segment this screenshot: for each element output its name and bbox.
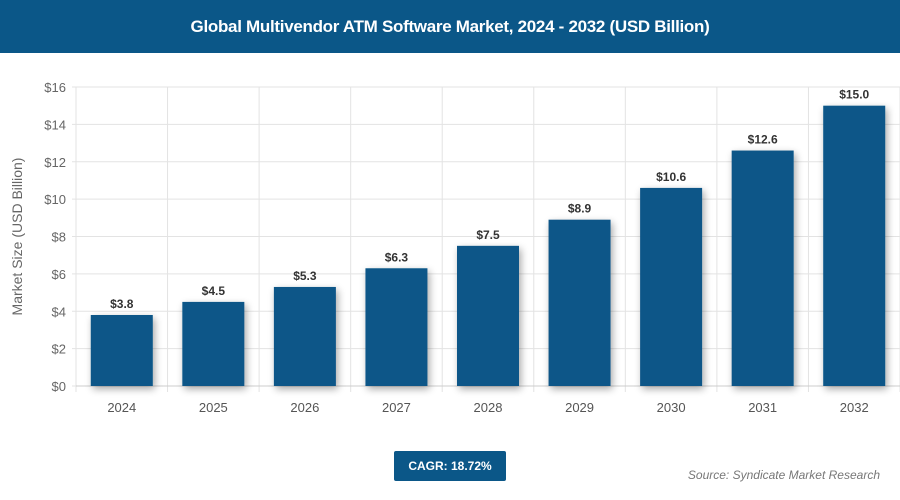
bar-2029 bbox=[548, 219, 611, 386]
cagr-badge: CAGR: 18.72% bbox=[394, 451, 506, 481]
x-tick-label: 2027 bbox=[382, 400, 411, 415]
data-label: $10.6 bbox=[656, 170, 686, 184]
y-axis-title: Market Size (USD Billion) bbox=[9, 158, 25, 316]
x-tick-label: 2029 bbox=[565, 400, 594, 415]
data-label: $12.6 bbox=[748, 133, 778, 147]
data-label: $15.0 bbox=[839, 88, 869, 102]
y-tick-label: $4 bbox=[52, 304, 66, 319]
data-label: $3.8 bbox=[110, 297, 134, 311]
bar-2031 bbox=[731, 150, 794, 386]
y-tick-label: $10 bbox=[44, 192, 66, 207]
x-tick-label: 2030 bbox=[657, 400, 686, 415]
bar-2026 bbox=[273, 286, 336, 386]
bar-2024 bbox=[90, 314, 153, 386]
data-label: $7.5 bbox=[476, 228, 500, 242]
data-label: $8.9 bbox=[568, 202, 592, 216]
y-tick-label: $12 bbox=[44, 155, 66, 170]
y-tick-label: $14 bbox=[44, 117, 66, 132]
bar-2028 bbox=[457, 245, 519, 386]
bar-2030 bbox=[640, 187, 703, 386]
x-tick-label: 2028 bbox=[474, 400, 503, 415]
x-tick-label: 2032 bbox=[840, 400, 869, 415]
data-label: $5.3 bbox=[293, 269, 317, 283]
y-tick-label: $8 bbox=[52, 230, 66, 245]
bar-2032 bbox=[823, 105, 886, 386]
x-tick-label: 2024 bbox=[107, 400, 136, 415]
bar-2027 bbox=[365, 268, 428, 386]
y-tick-label: $2 bbox=[52, 342, 66, 357]
data-label: $4.5 bbox=[202, 284, 226, 298]
data-label: $6.3 bbox=[385, 250, 409, 264]
chart-title: Global Multivendor ATM Software Market, … bbox=[0, 0, 900, 53]
source-note: Source: Syndicate Market Research bbox=[687, 468, 880, 482]
x-tick-label: 2025 bbox=[199, 400, 228, 415]
y-tick-label: $6 bbox=[52, 267, 66, 282]
x-tick-label: 2026 bbox=[290, 400, 319, 415]
y-tick-label: $0 bbox=[52, 379, 66, 394]
bar-2025 bbox=[182, 301, 245, 386]
x-tick-label: 2031 bbox=[748, 400, 777, 415]
y-tick-label: $16 bbox=[44, 80, 66, 95]
